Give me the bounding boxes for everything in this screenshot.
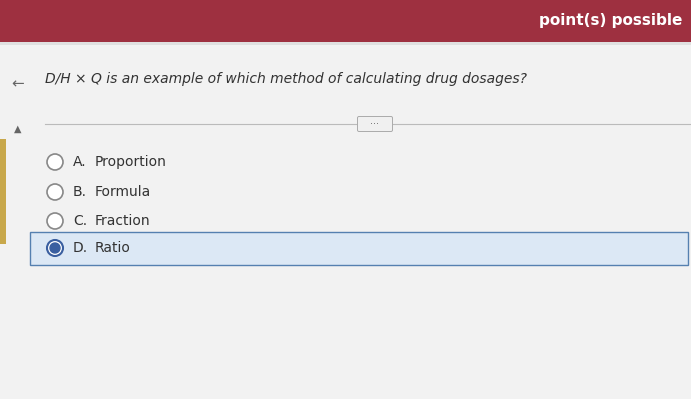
Text: ···: ··· <box>370 119 379 129</box>
Text: Fraction: Fraction <box>95 214 151 228</box>
Text: ▲: ▲ <box>15 124 21 134</box>
Text: C.: C. <box>73 214 87 228</box>
Text: A.: A. <box>73 155 86 169</box>
FancyBboxPatch shape <box>357 117 392 132</box>
Text: Proportion: Proportion <box>95 155 167 169</box>
Text: Formula: Formula <box>95 185 151 199</box>
Text: point(s) possible: point(s) possible <box>538 14 682 28</box>
FancyBboxPatch shape <box>0 0 691 42</box>
Circle shape <box>50 243 60 253</box>
Text: ←: ← <box>12 77 24 91</box>
Circle shape <box>47 154 63 170</box>
Text: B.: B. <box>73 185 87 199</box>
FancyBboxPatch shape <box>30 232 688 265</box>
Circle shape <box>47 213 63 229</box>
Circle shape <box>47 184 63 200</box>
FancyBboxPatch shape <box>0 42 691 399</box>
Circle shape <box>47 240 63 256</box>
Text: Ratio: Ratio <box>95 241 131 255</box>
Text: D.: D. <box>73 241 88 255</box>
FancyBboxPatch shape <box>0 42 691 45</box>
Text: D/H × Q is an example of which method of calculating drug dosages?: D/H × Q is an example of which method of… <box>45 72 527 86</box>
FancyBboxPatch shape <box>0 139 6 244</box>
